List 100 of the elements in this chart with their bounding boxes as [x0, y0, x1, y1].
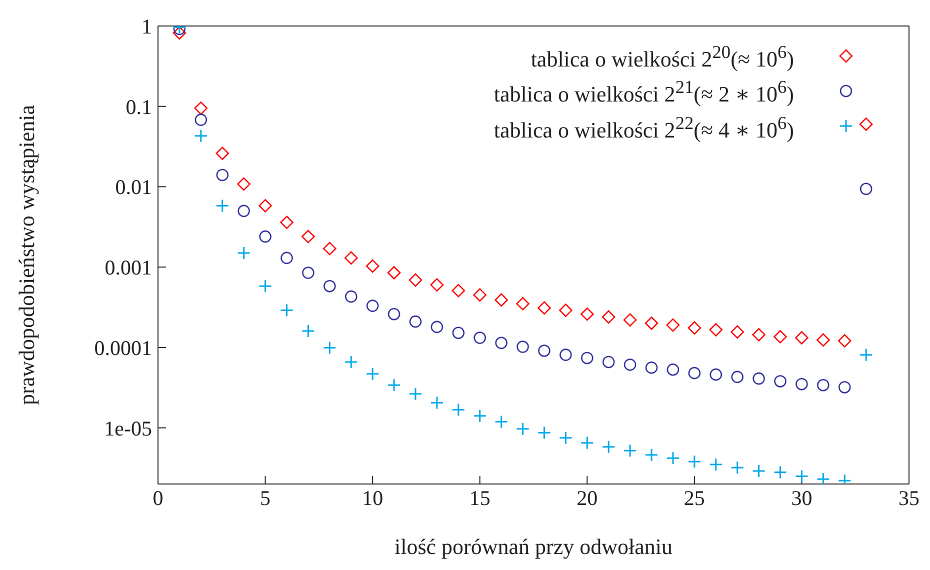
point — [688, 321, 702, 335]
point — [216, 146, 230, 160]
point — [344, 290, 358, 303]
point — [838, 334, 852, 348]
point — [666, 363, 680, 376]
point — [258, 279, 272, 293]
point — [473, 288, 487, 302]
point — [259, 230, 272, 243]
point — [580, 352, 594, 364]
x-tick-label: 0 — [152, 486, 164, 510]
point — [366, 300, 379, 312]
x-axis-title: ilość porównań przy odwołaniu — [394, 534, 672, 559]
x-tick-label: 5 — [260, 486, 271, 510]
point — [301, 324, 315, 338]
point — [408, 387, 422, 401]
point — [322, 341, 336, 355]
point — [194, 114, 208, 126]
x-tick-label: 10 — [362, 486, 384, 510]
point — [752, 372, 765, 385]
point — [796, 378, 808, 390]
x-tick-label: 30 — [791, 486, 812, 510]
point — [623, 444, 637, 458]
point — [452, 402, 466, 416]
point — [516, 422, 530, 436]
x-tick-label: 35 — [898, 486, 920, 510]
point — [774, 466, 788, 480]
point — [387, 378, 401, 392]
x-tick-label: 25 — [684, 486, 705, 510]
point — [344, 251, 358, 265]
point — [731, 370, 744, 384]
y-axis-title: prawdopodobieństwo wystąpienia — [14, 104, 39, 405]
point — [666, 451, 680, 465]
point — [324, 280, 336, 292]
point — [602, 310, 616, 324]
point — [323, 242, 336, 256]
point — [452, 326, 465, 339]
point — [538, 344, 550, 357]
point — [430, 278, 444, 292]
y-tick-label: 0.001 — [104, 256, 152, 280]
point — [474, 332, 486, 344]
point — [194, 102, 208, 115]
point — [238, 204, 250, 218]
point — [644, 448, 658, 462]
point — [430, 320, 444, 334]
point — [387, 266, 401, 280]
point — [774, 330, 787, 344]
point — [859, 348, 873, 362]
point — [366, 259, 380, 273]
point — [302, 230, 315, 244]
point — [730, 460, 744, 474]
point — [216, 168, 229, 182]
point — [473, 409, 487, 423]
point — [344, 355, 358, 369]
point — [752, 464, 766, 478]
point — [859, 118, 873, 131]
point — [602, 440, 616, 454]
point — [494, 293, 508, 307]
point — [580, 307, 594, 321]
point — [709, 458, 723, 472]
point — [258, 199, 272, 212]
point — [730, 325, 744, 339]
point — [666, 318, 680, 332]
point — [388, 308, 400, 320]
y-tick-label: 1 — [142, 14, 152, 38]
x-tick-label: 15 — [469, 486, 490, 510]
point — [366, 367, 380, 381]
point — [559, 304, 572, 317]
point — [495, 336, 508, 350]
point — [709, 323, 723, 336]
point — [816, 333, 830, 347]
point — [860, 182, 872, 196]
point — [280, 304, 294, 318]
point — [623, 313, 637, 327]
point — [644, 316, 658, 330]
point — [494, 415, 508, 429]
point — [580, 436, 594, 450]
y-tick-label: 0.1 — [126, 94, 152, 119]
point — [558, 431, 572, 445]
x-tick-label: 20 — [576, 486, 598, 510]
y-tick-label: 0.0001 — [94, 336, 152, 360]
point — [280, 252, 293, 264]
point — [816, 472, 830, 484]
point — [237, 246, 251, 260]
point — [408, 273, 422, 287]
point — [817, 378, 830, 392]
point — [280, 216, 294, 230]
point — [795, 331, 808, 344]
point — [774, 375, 786, 388]
point — [172, 26, 186, 40]
point — [602, 356, 615, 368]
point — [645, 362, 658, 374]
y-tick-label: 1e-05 — [104, 416, 152, 440]
point — [452, 284, 466, 298]
point — [710, 368, 722, 381]
point — [194, 129, 208, 143]
point — [838, 381, 851, 394]
legend-label: tablica o wielkości 2$^{20}$(≈ 10$^{6}$) — [530, 41, 794, 74]
point — [430, 396, 444, 410]
point — [794, 469, 808, 483]
point — [752, 328, 766, 342]
